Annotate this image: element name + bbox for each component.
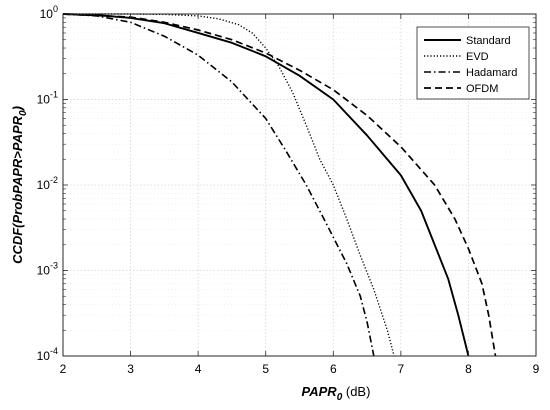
y-tick-label: 10-3 (37, 261, 58, 278)
series-line-standard (62, 13, 470, 357)
x-axis-title-subscript: 0 (337, 392, 343, 403)
x-tick-label: 2 (60, 362, 67, 376)
series-line-evd (63, 13, 395, 357)
x-axis-title-main: PAPR (302, 384, 338, 399)
legend-box (416, 26, 530, 100)
tick-layer (62, 13, 537, 357)
x-tick-label: 3 (127, 362, 134, 376)
y-axis-title-close: ) (10, 106, 25, 112)
x-tick-label: 4 (195, 362, 202, 376)
x-axis-title: PAPR0 (dB) (302, 384, 371, 403)
y-axis-title: CCDF(ProbPAPR>PAPR0) (10, 106, 29, 264)
y-axis-title-subscript: 0 (18, 110, 29, 116)
y-tick-label: 10-4 (37, 346, 58, 363)
legend: Standard EVD Hadamard OFDM (416, 26, 530, 100)
x-axis-title-unit: (dB) (342, 384, 370, 399)
y-tick-label: 10-1 (37, 90, 58, 107)
y-tick-label: 10-2 (37, 175, 58, 192)
x-tick-label: 5 (262, 362, 269, 376)
y-tick-label: 100 (40, 4, 58, 21)
y-axis-title-main: CCDF(ProbPAPR>PAPR (10, 115, 25, 264)
x-tick-label: 6 (330, 362, 337, 376)
legend-label-ofdm: OFDM (466, 83, 498, 95)
series-layer (62, 13, 497, 357)
series-line-hadamard (62, 13, 375, 357)
legend-label-hadamard: Hadamard (466, 67, 517, 79)
x-tick-label: 9 (533, 362, 540, 376)
y-tick-labels: 100 10-1 10-2 10-3 10-4 (37, 4, 58, 363)
x-tick-labels: 2 3 4 5 6 7 8 9 (60, 362, 540, 376)
legend-label-evd: EVD (466, 51, 489, 63)
x-tick-label: 7 (398, 362, 405, 376)
x-tick-label: 8 (465, 362, 472, 376)
legend-label-standard: Standard (466, 35, 511, 47)
